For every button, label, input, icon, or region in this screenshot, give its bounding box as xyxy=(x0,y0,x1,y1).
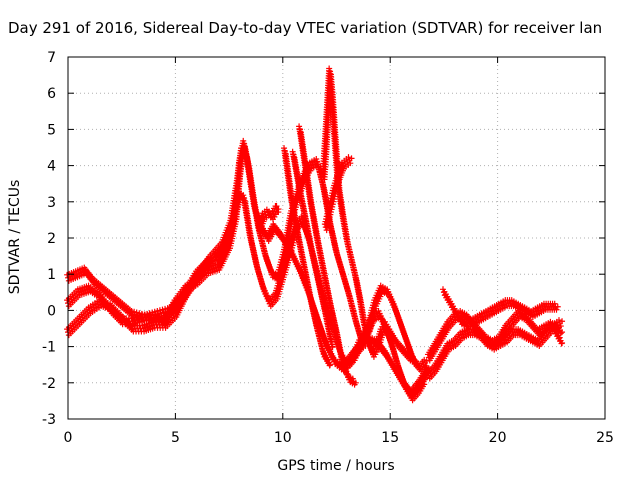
data-point xyxy=(348,155,355,162)
data-series xyxy=(64,137,432,400)
data-point xyxy=(409,353,416,360)
data-point xyxy=(275,206,282,213)
data-series xyxy=(64,188,428,404)
data-point xyxy=(324,356,331,363)
data-point xyxy=(345,154,352,161)
data-point xyxy=(555,317,562,324)
data-series xyxy=(321,154,355,234)
data-point xyxy=(329,343,336,350)
chart-title: Day 291 of 2016, Sidereal Day-to-day VTE… xyxy=(8,19,602,37)
data-series xyxy=(440,286,561,331)
data-point xyxy=(349,375,356,382)
data-marks xyxy=(64,65,566,404)
data-point xyxy=(557,323,564,330)
data-point xyxy=(327,361,334,368)
data-point xyxy=(347,160,354,167)
data-point xyxy=(352,379,359,386)
data-point xyxy=(559,318,566,325)
data-series xyxy=(424,317,566,382)
data-series xyxy=(296,123,359,388)
data-series xyxy=(289,148,336,351)
data-series xyxy=(281,145,334,369)
data-point xyxy=(327,338,334,345)
data-point xyxy=(412,358,419,365)
data-point xyxy=(423,358,430,365)
data-point xyxy=(559,329,566,336)
data-series xyxy=(255,203,282,234)
data-series xyxy=(319,65,419,366)
